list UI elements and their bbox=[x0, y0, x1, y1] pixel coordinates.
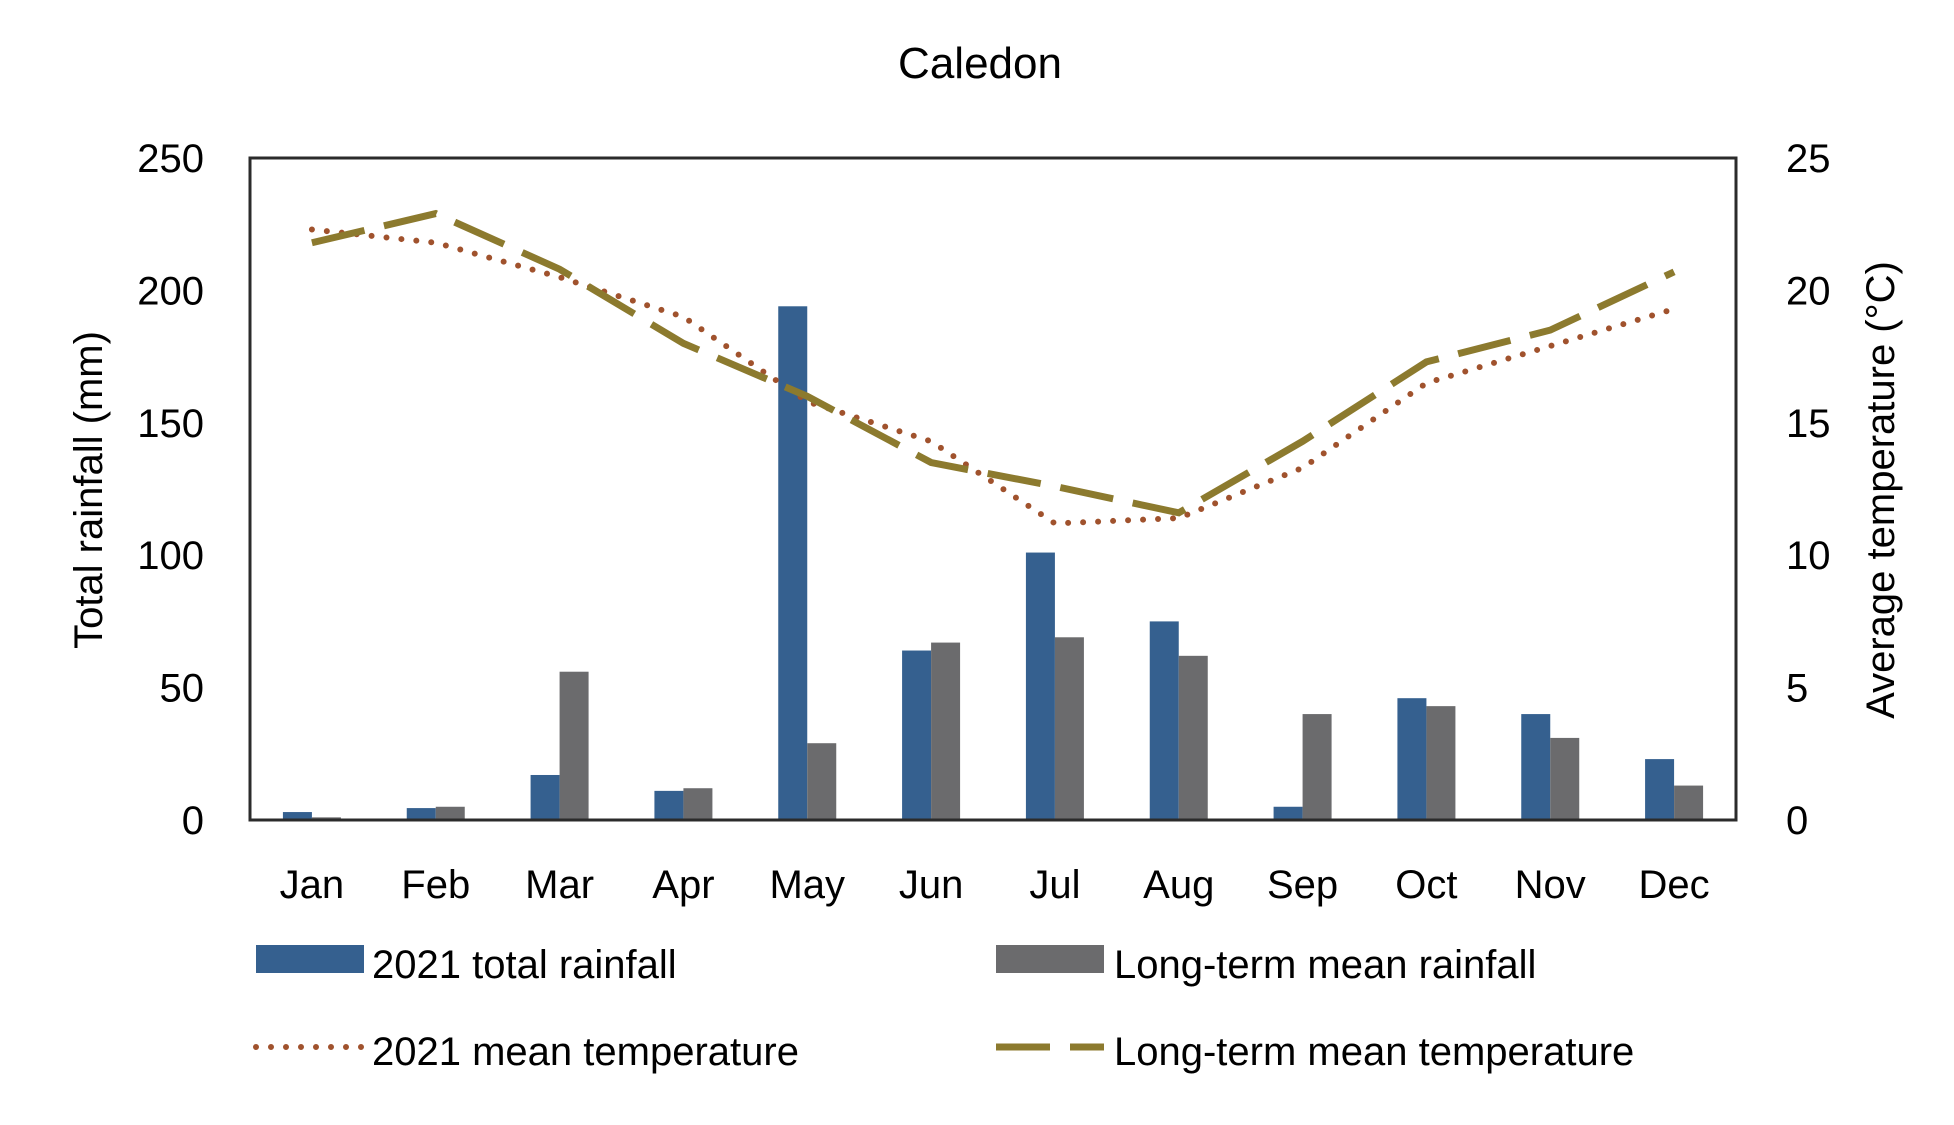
legend-label-2: 2021 mean temperature bbox=[372, 1030, 799, 1074]
bar-0-oct bbox=[1397, 698, 1427, 820]
bar-1-sep bbox=[1302, 714, 1332, 820]
line-point-0-aug bbox=[1177, 516, 1181, 520]
y-tick-right-15: 15 bbox=[1786, 402, 1831, 446]
line-point-0-sep bbox=[1301, 466, 1305, 470]
line-point-1-dec bbox=[1672, 270, 1676, 274]
x-tick-jul: Jul bbox=[1029, 863, 1080, 907]
x-tick-may: May bbox=[769, 863, 845, 907]
line-point-0-oct bbox=[1424, 381, 1428, 385]
line-point-0-mar bbox=[558, 275, 562, 279]
x-tick-apr: Apr bbox=[652, 863, 714, 907]
bar-0-nov bbox=[1521, 714, 1551, 820]
line-point-1-aug bbox=[1177, 511, 1181, 515]
legend-swatch-0 bbox=[256, 945, 364, 973]
y-tick-right-10: 10 bbox=[1786, 534, 1831, 578]
legend-label-3: Long-term mean temperature bbox=[1114, 1030, 1634, 1074]
x-tick-jan: Jan bbox=[280, 863, 345, 907]
y-axis-label-left: Total rainfall (mm) bbox=[67, 331, 111, 649]
bar-1-jun bbox=[931, 642, 961, 820]
legend-item-1: Long-term mean rainfall bbox=[996, 943, 1536, 987]
chart-title: Caledon bbox=[898, 39, 1062, 88]
ticks-layer: 0 50 100 150 200 250 0 5 10 15 20 25 Jan Feb Mar Apr May… bbox=[137, 137, 1830, 907]
line-point-1-may bbox=[805, 394, 809, 398]
line-point-1-apr bbox=[681, 341, 685, 345]
line-point-1-feb bbox=[434, 212, 438, 216]
y-tick-left-100: 100 bbox=[137, 534, 204, 578]
y-tick-left-50: 50 bbox=[160, 667, 205, 711]
legend-item-0: 2021 total rainfall bbox=[256, 943, 677, 987]
x-tick-aug: Aug bbox=[1143, 863, 1214, 907]
bar-0-feb bbox=[406, 808, 436, 820]
line-point-1-mar bbox=[558, 267, 562, 271]
line-point-0-feb bbox=[434, 241, 438, 245]
bar-1-jul bbox=[1054, 637, 1084, 820]
plot-area-frame bbox=[248, 156, 1738, 822]
line-point-1-jun bbox=[929, 461, 933, 465]
bars-layer bbox=[282, 306, 1704, 821]
bar-0-dec bbox=[1645, 759, 1675, 820]
bar-1-dec bbox=[1674, 785, 1704, 820]
bar-1-aug bbox=[1178, 655, 1208, 820]
bar-1-oct bbox=[1426, 706, 1456, 820]
line-series-1 bbox=[311, 209, 1676, 517]
legend-item-2: 2021 mean temperature bbox=[253, 1030, 799, 1074]
line-point-0-jul bbox=[1053, 521, 1057, 525]
legend: 2021 total rainfall Long-term mean rainfa… bbox=[253, 943, 1634, 1074]
bar-series-1 bbox=[311, 637, 1704, 820]
x-tick-mar: Mar bbox=[525, 863, 594, 907]
y-tick-left-250: 250 bbox=[137, 137, 204, 181]
bar-1-mar bbox=[559, 671, 589, 820]
x-tick-feb: Feb bbox=[401, 863, 470, 907]
bar-0-jun bbox=[902, 650, 932, 820]
line-point-1-jan bbox=[310, 241, 314, 245]
bar-0-apr bbox=[654, 790, 684, 820]
y-tick-right-0: 0 bbox=[1786, 799, 1808, 843]
line-point-0-nov bbox=[1548, 344, 1552, 348]
line-point-0-jun bbox=[929, 439, 933, 443]
bar-0-mar bbox=[530, 774, 560, 820]
lines-layer bbox=[308, 209, 1678, 527]
bar-1-apr bbox=[683, 788, 713, 820]
x-tick-sep: Sep bbox=[1267, 863, 1338, 907]
y-tick-left-0: 0 bbox=[182, 799, 204, 843]
bar-0-sep bbox=[1273, 806, 1303, 820]
y-tick-left-200: 200 bbox=[137, 269, 204, 313]
legend-swatch-1 bbox=[996, 945, 1104, 973]
y-tick-right-20: 20 bbox=[1786, 269, 1831, 313]
bar-0-jul bbox=[1025, 552, 1055, 820]
bar-0-jan bbox=[282, 812, 312, 820]
line-point-0-dec bbox=[1672, 307, 1676, 311]
line-point-1-nov bbox=[1548, 328, 1552, 332]
legend-item-3: Long-term mean temperature bbox=[996, 1030, 1634, 1074]
line-point-0-jan bbox=[310, 227, 314, 231]
bar-0-aug bbox=[1149, 621, 1179, 820]
legend-label-1: Long-term mean rainfall bbox=[1114, 943, 1536, 987]
legend-label-0: 2021 total rainfall bbox=[372, 943, 677, 987]
bar-1-feb bbox=[435, 806, 465, 820]
bar-1-nov bbox=[1550, 737, 1580, 820]
x-tick-dec: Dec bbox=[1639, 863, 1710, 907]
bar-1-may bbox=[807, 743, 837, 820]
y-tick-right-25: 25 bbox=[1786, 137, 1831, 181]
y-tick-left-150: 150 bbox=[137, 402, 204, 446]
y-axis-label-right: Average temperature (°C) bbox=[1859, 261, 1903, 719]
line-point-1-jul bbox=[1053, 484, 1057, 488]
line-series-0 bbox=[308, 226, 1678, 527]
x-tick-nov: Nov bbox=[1515, 863, 1586, 907]
bar-0-may bbox=[778, 306, 808, 821]
line-point-1-sep bbox=[1301, 439, 1305, 443]
line-point-0-apr bbox=[681, 315, 685, 319]
y-tick-right-5: 5 bbox=[1786, 667, 1808, 711]
line-point-1-oct bbox=[1424, 360, 1428, 364]
bar-series-0 bbox=[282, 306, 1675, 821]
x-tick-oct: Oct bbox=[1395, 863, 1457, 907]
x-tick-jun: Jun bbox=[899, 863, 964, 907]
